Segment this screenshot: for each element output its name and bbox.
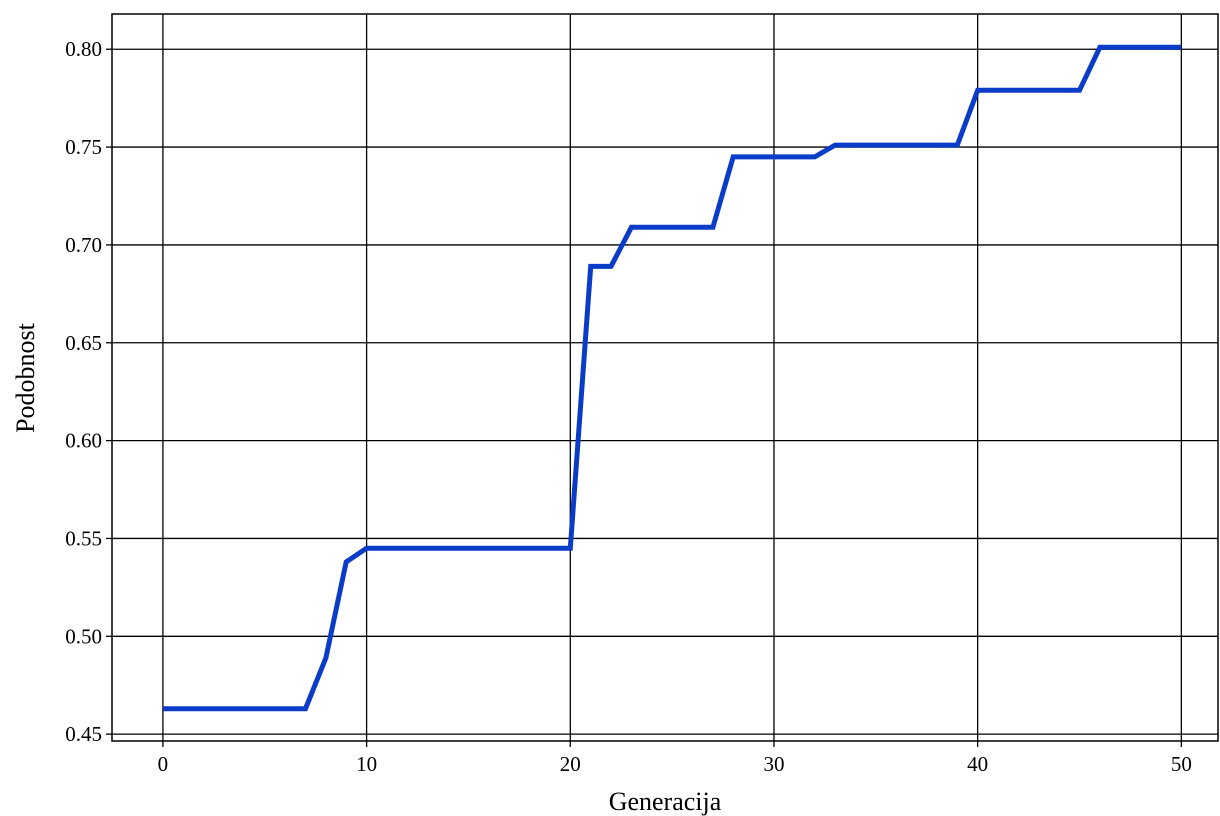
x-tick-label: 10 — [356, 752, 377, 776]
series-line — [162, 44, 1182, 712]
x-tick-label: 30 — [763, 752, 784, 776]
y-tick-label: 0.70 — [65, 233, 102, 257]
y-tick-label: 0.75 — [65, 135, 102, 159]
tick-labels: 0 10 20 30 40 50 0.45 0.50 0.55 0.60 0.65 0.70 0.75 0… — [65, 37, 1192, 776]
y-axis-title: Podobnost — [11, 322, 40, 433]
x-tick-label: 0 — [158, 752, 169, 776]
axis-ticks — [106, 48, 1182, 747]
y-tick-label: 0.60 — [65, 429, 102, 453]
x-axis-title: Generacija — [609, 787, 722, 816]
x-tick-label: 20 — [560, 752, 581, 776]
x-tick-label: 50 — [1171, 752, 1192, 776]
y-tick-label: 0.55 — [65, 526, 102, 550]
y-tick-label: 0.50 — [65, 624, 102, 648]
plot-frame — [111, 13, 1219, 742]
x-tick-label: 40 — [967, 752, 988, 776]
y-tick-label: 0.80 — [65, 37, 102, 61]
grid-lines — [112, 14, 1218, 741]
y-tick-label: 0.45 — [65, 722, 102, 746]
y-tick-label: 0.65 — [65, 331, 102, 355]
series-layer — [162, 44, 1182, 712]
